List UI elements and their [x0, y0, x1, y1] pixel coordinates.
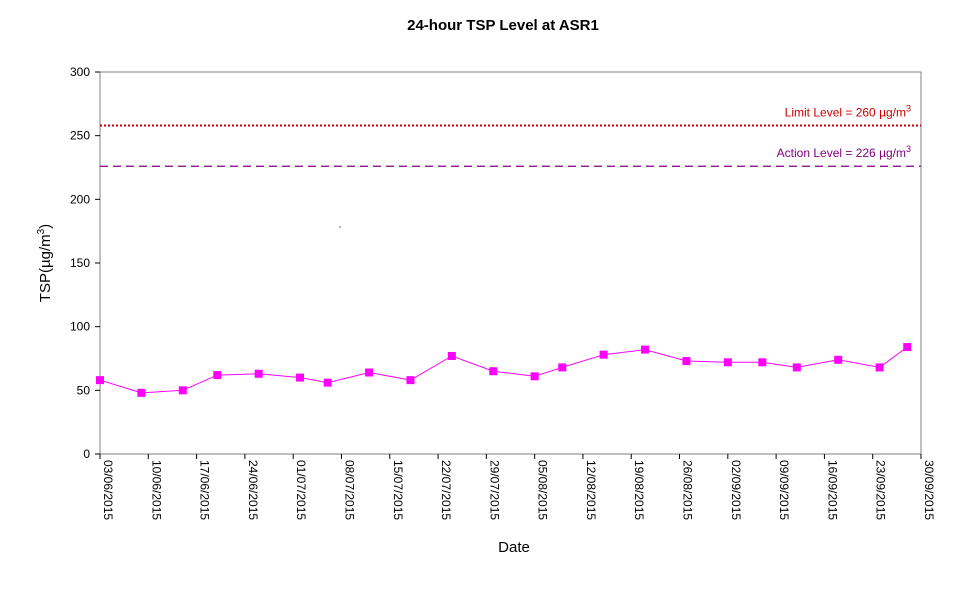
x-tick-label: 09/09/2015 — [777, 460, 791, 520]
reference-label-text: Limit Level = 260 — [785, 105, 879, 119]
plot-area — [99, 71, 922, 455]
reference-label-unit: µg/m — [879, 146, 906, 160]
data-point-marker — [178, 386, 187, 395]
y-tick-label: 200 — [70, 192, 90, 206]
data-point-marker — [296, 373, 305, 382]
y-tick-label: 50 — [77, 383, 91, 397]
data-point-marker — [137, 388, 146, 397]
y-axis-label-sup: 3 — [36, 228, 47, 234]
data-point-marker — [447, 351, 456, 360]
x-tick-label: 01/07/2015 — [294, 460, 308, 520]
data-point-marker — [875, 363, 884, 372]
series-line — [99, 346, 908, 394]
x-tick-label: 15/07/2015 — [391, 460, 405, 520]
data-point-marker — [96, 376, 104, 385]
x-axis: 03/06/2015 10/06/2015 17/06/2015 24/06/2015… — [99, 454, 936, 520]
x-tick-label: 24/06/2015 — [246, 460, 260, 520]
data-point-marker — [682, 357, 691, 366]
x-tick-label: 02/09/2015 — [729, 460, 743, 520]
x-tick-label: 10/06/2015 — [149, 460, 163, 520]
x-tick-label: 26/08/2015 — [681, 460, 695, 520]
x-tick-label: 19/08/2015 — [632, 460, 646, 520]
data-point-marker — [758, 358, 767, 367]
data-point-marker — [489, 367, 498, 376]
y-tick-label: 250 — [70, 129, 90, 143]
x-tick-label: 03/06/2015 — [101, 460, 115, 520]
data-point-marker — [213, 371, 222, 380]
x-tick-label: 05/08/2015 — [536, 460, 550, 520]
y-axis-label-main: TSP( — [37, 268, 54, 302]
chart-title: 24-hour TSP Level at ASR1 — [407, 17, 599, 34]
data-point-marker — [599, 350, 608, 359]
reference-label-unit: µg/m — [879, 105, 906, 119]
y-axis-label-unit: µg/m — [37, 234, 54, 268]
x-tick-label: 30/09/2015 — [922, 460, 936, 520]
y-tick-label: 300 — [70, 65, 90, 79]
data-point-marker — [723, 358, 732, 367]
data-point-marker — [558, 363, 567, 372]
x-tick-label: 23/09/2015 — [874, 460, 888, 520]
y-tick-label: 100 — [70, 320, 90, 334]
y-axis-label: TSP(µg/m3) — [36, 224, 54, 302]
reference-line-label: Action Level = 226 µg/m3 — [777, 144, 911, 160]
y-tick-label: 150 — [70, 256, 90, 270]
x-tick-label: 22/07/2015 — [439, 460, 453, 520]
x-axis-label: Date — [498, 539, 530, 556]
data-point-marker — [903, 343, 912, 352]
reference-line-label: Limit Level = 260 µg/m3 — [785, 103, 911, 119]
reference-label-text: Action Level = 226 — [777, 146, 879, 160]
x-tick-label: 16/09/2015 — [825, 460, 839, 520]
x-tick-label: 12/08/2015 — [584, 460, 598, 520]
data-point-marker — [406, 376, 415, 385]
reference-label-sup: 3 — [906, 103, 911, 113]
data-point-marker — [323, 378, 332, 387]
data-point-marker — [530, 372, 539, 381]
y-tick-label: 0 — [83, 447, 90, 461]
data-point-marker — [792, 363, 801, 372]
series-layer — [96, 343, 912, 397]
x-tick-label: 08/07/2015 — [342, 460, 356, 520]
data-point-marker — [641, 345, 650, 354]
data-point-marker — [254, 369, 263, 378]
x-tick-label: 17/06/2015 — [198, 460, 212, 520]
data-point-marker — [365, 368, 374, 377]
reference-label-sup: 3 — [906, 144, 911, 154]
data-point-marker — [834, 355, 843, 364]
y-axis-label-close: ) — [37, 224, 54, 229]
stray-dot — [339, 226, 341, 228]
x-tick-label: 29/07/2015 — [487, 460, 501, 520]
y-axis: 0 50 100 150 200 250 300 — [70, 65, 100, 461]
